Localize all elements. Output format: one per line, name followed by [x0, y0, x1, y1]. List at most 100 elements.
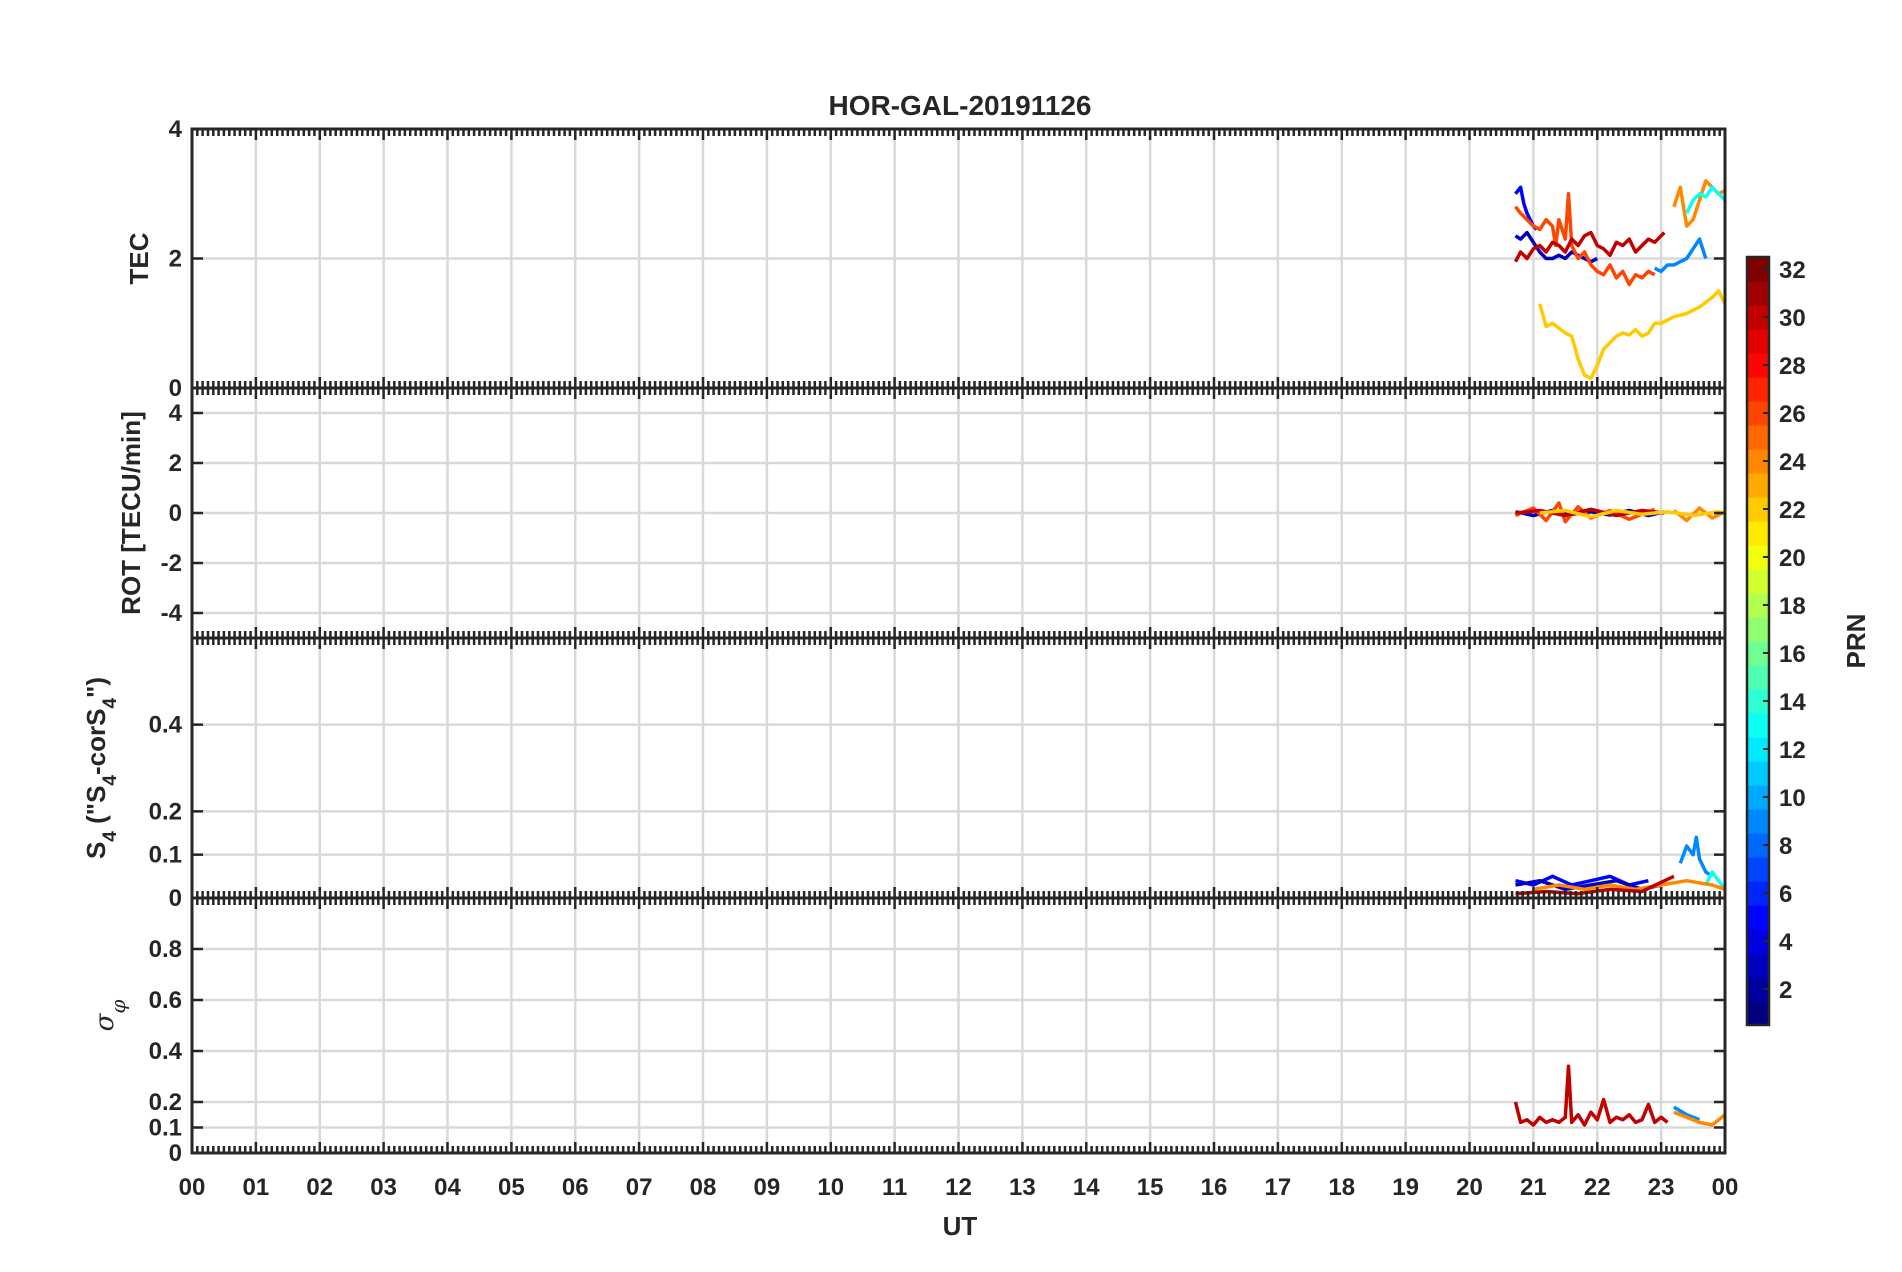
- x-tick-label: 17: [1265, 1174, 1292, 1201]
- series-prn-9: [1653, 237, 1708, 274]
- x-tick-label: 16: [1201, 1174, 1228, 1201]
- series-prn-30: [1515, 507, 1665, 518]
- x-tick-label: 00: [1712, 1174, 1739, 1201]
- colorbar-segment: [1747, 833, 1769, 858]
- colorbar-segment: [1747, 617, 1769, 642]
- x-tick-label: 05: [498, 1174, 525, 1201]
- series-prn-30: [1515, 874, 1675, 896]
- x-tick-label: 12: [945, 1174, 972, 1201]
- x-tick-label: 03: [370, 1174, 397, 1201]
- panel-TEC: 0 2 4 TEC: [124, 116, 1727, 402]
- y-tick-label: 0.8: [149, 936, 182, 963]
- colorbar-segment: [1747, 353, 1769, 378]
- x-tick-label: 04: [434, 1174, 461, 1201]
- x-tick-label: 20: [1456, 1174, 1483, 1201]
- series-prn-24: [1533, 878, 1726, 892]
- x-ticks: [190, 898, 1727, 1153]
- y-tick-label: 0: [169, 375, 182, 402]
- panel-sigma_phi: 00.10.2 0.4 0.6 0.8 σφ: [90, 896, 1727, 1167]
- y-axis-label-part: "): [81, 677, 111, 698]
- panel-ROT: -4 -2 0 2 4 ROT [TECU/min]: [116, 386, 1727, 640]
- colorbar-tick-label: 2: [1779, 977, 1792, 1004]
- colorbar-segment: [1747, 593, 1769, 618]
- colorbar-segment: [1747, 905, 1769, 930]
- colorbar-segment: [1747, 401, 1769, 426]
- colorbar-tick-label: 30: [1779, 305, 1806, 332]
- colorbar-segment: [1747, 1001, 1769, 1026]
- colorbar-tick-label: 28: [1779, 353, 1806, 380]
- colorbar-segment: [1747, 305, 1769, 330]
- y-tick-label: 0.6: [149, 987, 182, 1014]
- y-tick-label: 4: [169, 400, 183, 427]
- y-tick-label: 0.4: [149, 1038, 183, 1065]
- x-tick-label: 10: [817, 1174, 844, 1201]
- y-tick-label: 2: [169, 246, 182, 273]
- colorbar-segment: [1747, 689, 1769, 714]
- x-tick-label: 11: [882, 1174, 907, 1201]
- colorbar-tick-label: 4: [1779, 929, 1793, 956]
- x-tick-label: 23: [1648, 1174, 1675, 1201]
- colorbar-tick-label: 12: [1779, 737, 1806, 764]
- y-axis-label: ROT [TECU/min]: [116, 411, 146, 615]
- y-tick-label: 2: [169, 450, 182, 477]
- colorbar-segment: [1747, 521, 1769, 546]
- x-tick-label: 01: [243, 1174, 270, 1201]
- colorbar-segment: [1747, 545, 1769, 570]
- colorbar-segment: [1747, 665, 1769, 690]
- x-ticks: [190, 388, 1727, 638]
- colorbar-tick-label: 24: [1779, 449, 1806, 476]
- x-tick-label: 15: [1137, 1174, 1164, 1201]
- y-tick-label: 0: [169, 1140, 182, 1167]
- x-tick-label: 14: [1073, 1174, 1100, 1201]
- y-tick-label: 0: [169, 885, 182, 912]
- colorbar-segment: [1747, 497, 1769, 522]
- colorbar-tick-label: 6: [1779, 881, 1792, 908]
- series-prn-30: [1513, 230, 1666, 263]
- colorbar-tick-label: 32: [1779, 257, 1806, 284]
- series-prn-3: [1514, 230, 1599, 264]
- colorbar-tick-label: 10: [1779, 785, 1806, 812]
- colorbar-label: PRN: [1841, 614, 1871, 669]
- y-tick-label: 0.1: [149, 1115, 182, 1142]
- colorbar-tick-label: 14: [1779, 689, 1806, 716]
- series-prn-22: [1538, 289, 1727, 381]
- series-prn-22: [1539, 508, 1726, 519]
- x-tick-label: 08: [690, 1174, 717, 1201]
- y-axis-label: σφ: [90, 1000, 130, 1032]
- y-tick-label: 0.1: [149, 842, 182, 869]
- series-prn-24: [1673, 1110, 1727, 1127]
- colorbar-segment: [1747, 881, 1769, 906]
- y-axis-label-part: φ: [106, 1000, 130, 1014]
- x-tick-label: 19: [1392, 1174, 1419, 1201]
- y-tick-label: 0.2: [149, 798, 182, 825]
- colorbar-segment: [1747, 641, 1769, 666]
- series-prn-24: [1672, 506, 1726, 523]
- colorbar-segment: [1747, 473, 1769, 498]
- y-axis-label-part: -corS: [81, 709, 111, 775]
- y-tick-label: -4: [161, 600, 183, 627]
- x-tick-label: 22: [1584, 1174, 1611, 1201]
- colorbar-segment: [1747, 809, 1769, 834]
- x-tick-label: 06: [562, 1174, 589, 1201]
- colorbar-segment: [1747, 737, 1769, 762]
- y-tick-label: 0: [169, 500, 182, 527]
- y-axis-label-part: 4: [100, 831, 121, 842]
- series-prn-9: [1678, 835, 1714, 878]
- x-tick-label: 09: [754, 1174, 781, 1201]
- series-prn-30: [1513, 1064, 1669, 1127]
- colorbar-segment: [1747, 569, 1769, 594]
- x-ticks: [190, 129, 1727, 388]
- colorbar-segment: [1747, 377, 1769, 402]
- y-axis-label-part: 4: [100, 698, 121, 709]
- series-prn-13: [1685, 185, 1727, 214]
- x-tick-label: 02: [306, 1174, 333, 1201]
- y-axis-label: S4 ("S4-corS4"): [81, 677, 121, 859]
- y-tick-label: 0.4: [149, 712, 183, 739]
- chart-title: HOR-GAL-20191126: [828, 90, 1091, 121]
- colorbar-segment: [1747, 761, 1769, 786]
- y-tick-label: 4: [169, 116, 183, 143]
- y-axis-label-part: σ: [90, 1012, 120, 1031]
